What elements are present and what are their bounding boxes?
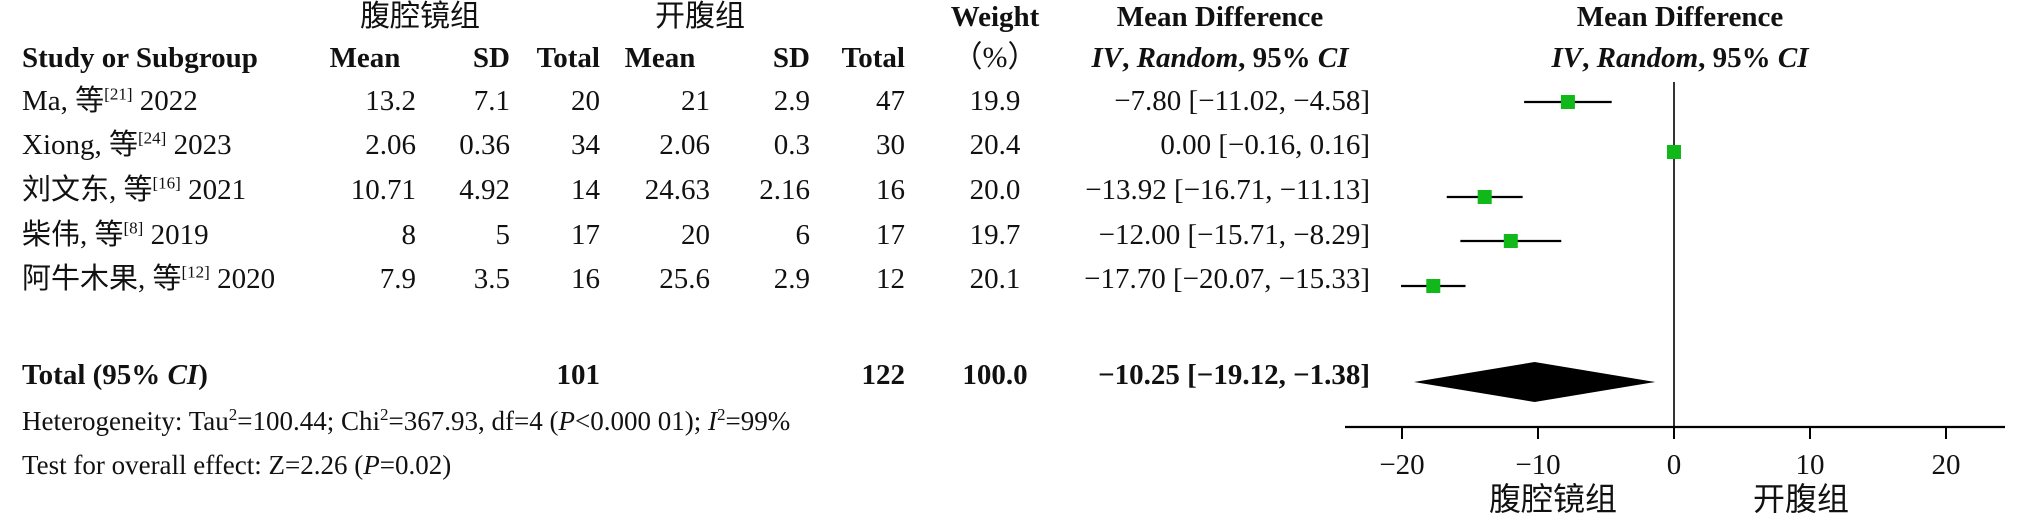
study-n2: 47	[876, 85, 905, 117]
study-n2: 16	[876, 174, 905, 206]
md-subheader-plot: IV, Random, 95% CI	[1551, 42, 1809, 74]
study-sd2: 2.9	[773, 263, 810, 295]
study-ci-text: −12.00 [−15.71, −8.29]	[1098, 219, 1370, 251]
overall-effect-text: Test for overall effect: Z=2.26 (P=0.02)	[22, 450, 452, 480]
study-marker	[1667, 145, 1681, 159]
study-name: Ma, 等[21] 2022	[22, 84, 198, 117]
pooled-diamond	[1413, 362, 1656, 402]
x-tick-label: 10	[1796, 449, 1825, 481]
study-sd1: 3.5	[473, 263, 510, 295]
mean2-header: Mean	[624, 42, 696, 74]
study-n1: 34	[571, 129, 600, 161]
study-ci-text: −13.92 [−16.71, −11.13]	[1085, 174, 1370, 206]
study-sd1: 5	[495, 219, 511, 251]
group1-header: 腹腔镜组	[360, 0, 480, 33]
x-tick-label: 20	[1932, 449, 1961, 481]
total1-header: Total	[536, 42, 600, 74]
heterogeneity-text: Heterogeneity: Tau2=100.44; Chi2=367.93,…	[22, 405, 791, 436]
study-n1: 16	[571, 263, 600, 295]
study-sd1: 7.1	[473, 85, 510, 117]
study-weight: 20.1	[969, 263, 1021, 295]
study-marker	[1560, 95, 1575, 109]
favours-left-label: 腹腔镜组	[1489, 481, 1617, 517]
study-n2: 12	[876, 263, 905, 295]
study-n1: 14	[571, 174, 600, 206]
study-name: 柴伟, 等[8] 2019	[22, 218, 209, 251]
study-n1: 17	[571, 219, 600, 251]
study-n1: 20	[571, 85, 600, 117]
total-n2: 122	[861, 359, 906, 391]
x-tick-label: −10	[1515, 449, 1560, 481]
study-name: Xiong, 等[24] 2023	[22, 128, 232, 161]
study-mean1: 10.71	[350, 174, 416, 206]
study-sd2: 6	[795, 219, 811, 251]
study-sd2: 2.16	[759, 174, 810, 206]
study-name: 阿牛木果, 等[12] 2020	[22, 262, 276, 295]
x-tick-label: −20	[1379, 449, 1424, 481]
study-ci-text: −17.70 [−20.07, −15.33]	[1084, 263, 1370, 295]
study-mean1: 8	[401, 219, 417, 251]
study-n2: 30	[876, 129, 905, 161]
study-name: 刘文东, 等[16] 2021	[22, 173, 247, 206]
study-marker	[1477, 190, 1492, 204]
study-marker	[1503, 234, 1518, 248]
md-subheader-table: IV, Random, 95% CI	[1091, 42, 1349, 74]
total-ci: −10.25 [−19.12, −1.38]	[1098, 359, 1370, 391]
weight-header: Weight	[950, 1, 1040, 33]
study-mean1: 2.06	[365, 129, 416, 161]
study-mean1: 7.9	[379, 263, 416, 295]
study-weight: 19.9	[969, 85, 1021, 117]
x-tick-label: 0	[1667, 449, 1682, 481]
study-header: Study or Subgroup	[22, 42, 258, 74]
md-header-plot: Mean Difference	[1576, 1, 1784, 33]
sd1-header: SD	[472, 42, 510, 74]
study-weight: 20.0	[969, 174, 1021, 206]
study-weight: 20.4	[969, 129, 1021, 161]
weight-unit-header: （%）	[952, 41, 1038, 74]
md-header-table: Mean Difference	[1116, 1, 1324, 33]
total-label: Total (95% CI)	[22, 359, 208, 391]
study-n2: 17	[876, 219, 905, 251]
study-ci-text: 0.00 [−0.16, 0.16]	[1160, 129, 1370, 161]
total-weight: 100.0	[962, 359, 1028, 391]
study-mean2: 24.63	[644, 174, 710, 206]
sd2-header: SD	[772, 42, 810, 74]
study-mean2: 2.06	[659, 129, 710, 161]
study-marker	[1426, 279, 1441, 293]
forest-table: 腹腔镜组 开腹组 Weight Mean Difference Mean Dif…	[22, 0, 1809, 480]
group2-header: 开腹组	[655, 0, 745, 33]
total-n1: 101	[556, 359, 601, 391]
study-sd2: 0.3	[773, 129, 810, 161]
study-weight: 19.7	[969, 219, 1021, 251]
total2-header: Total	[841, 42, 905, 74]
study-sd1: 4.92	[459, 174, 510, 206]
favours-right-label: 开腹组	[1753, 481, 1849, 517]
study-ci-text: −7.80 [−11.02, −4.58]	[1114, 85, 1370, 117]
study-mean2: 25.6	[659, 263, 710, 295]
study-mean1: 13.2	[365, 85, 416, 117]
mean1-header: Mean	[329, 42, 401, 74]
study-mean2: 20	[681, 219, 710, 251]
study-sd1: 0.36	[459, 129, 510, 161]
study-sd2: 2.9	[773, 85, 810, 117]
study-mean2: 21	[681, 85, 710, 117]
